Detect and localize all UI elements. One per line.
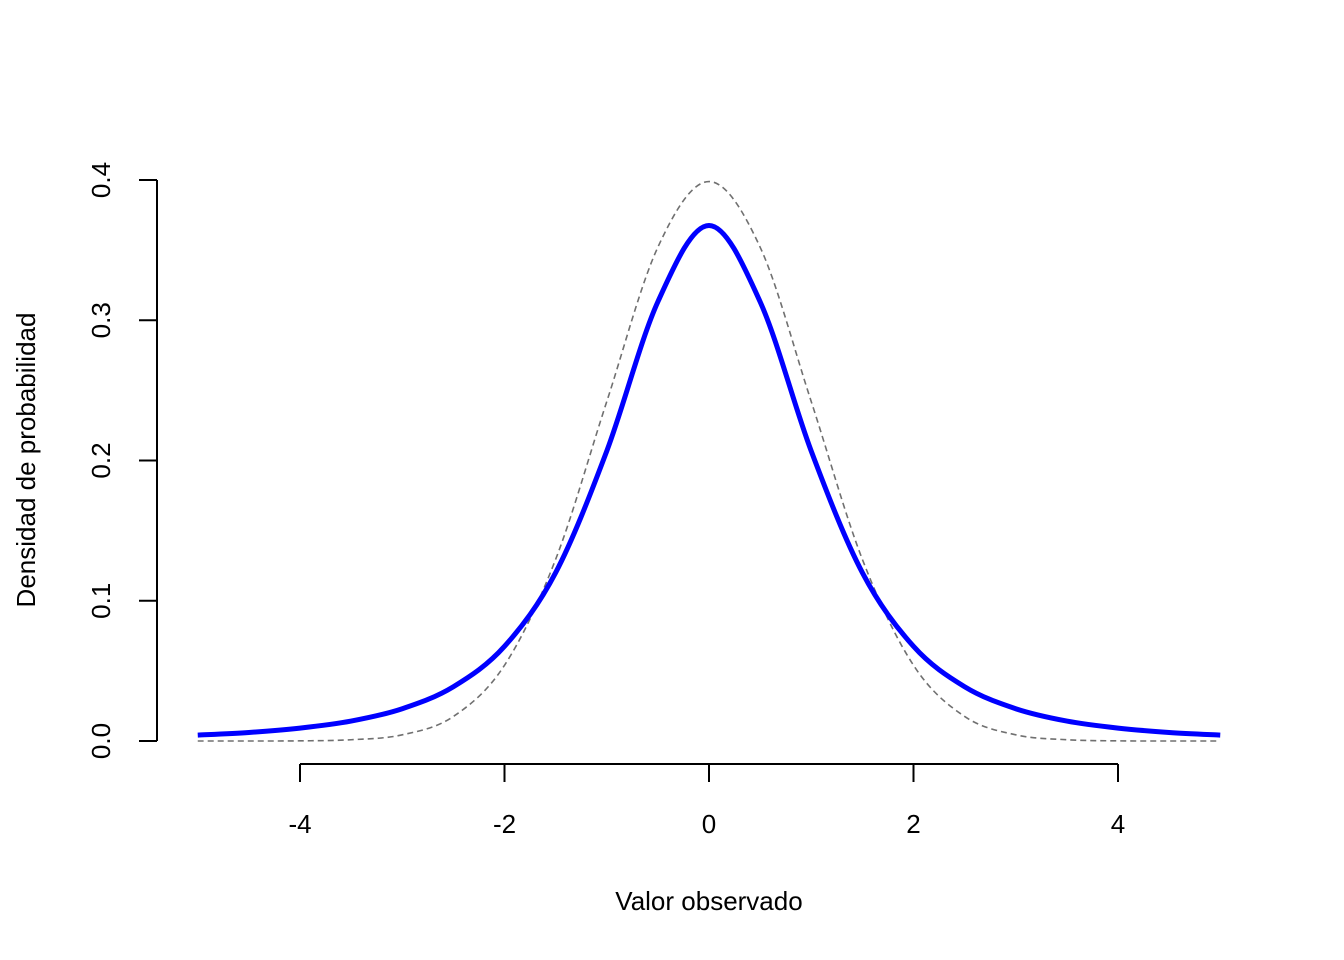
x-tick-label: 4 xyxy=(1111,809,1125,839)
normal-density-line xyxy=(197,180,1221,742)
x-tick-label: -2 xyxy=(493,809,516,839)
x-axis-title: Valor observado xyxy=(615,886,802,916)
series-layer xyxy=(197,180,1221,742)
x-tick-label: 2 xyxy=(906,809,920,839)
y-tick-label: 0.4 xyxy=(86,162,116,198)
y-axis-title: Densidad de probabilidad xyxy=(11,313,41,608)
x-tick-label: 0 xyxy=(702,809,716,839)
y-tick-label: 0.2 xyxy=(86,442,116,478)
y-tick-label: 0.3 xyxy=(86,302,116,338)
ticks: -4 -2 0 2 4 0.0 0.1 0.2 0.3 0.4 xyxy=(86,162,1125,839)
y-tick-label: 0.0 xyxy=(86,723,116,759)
y-tick-label: 0.1 xyxy=(86,583,116,619)
t-density-line xyxy=(197,222,1221,738)
x-tick-label: -4 xyxy=(288,809,311,839)
